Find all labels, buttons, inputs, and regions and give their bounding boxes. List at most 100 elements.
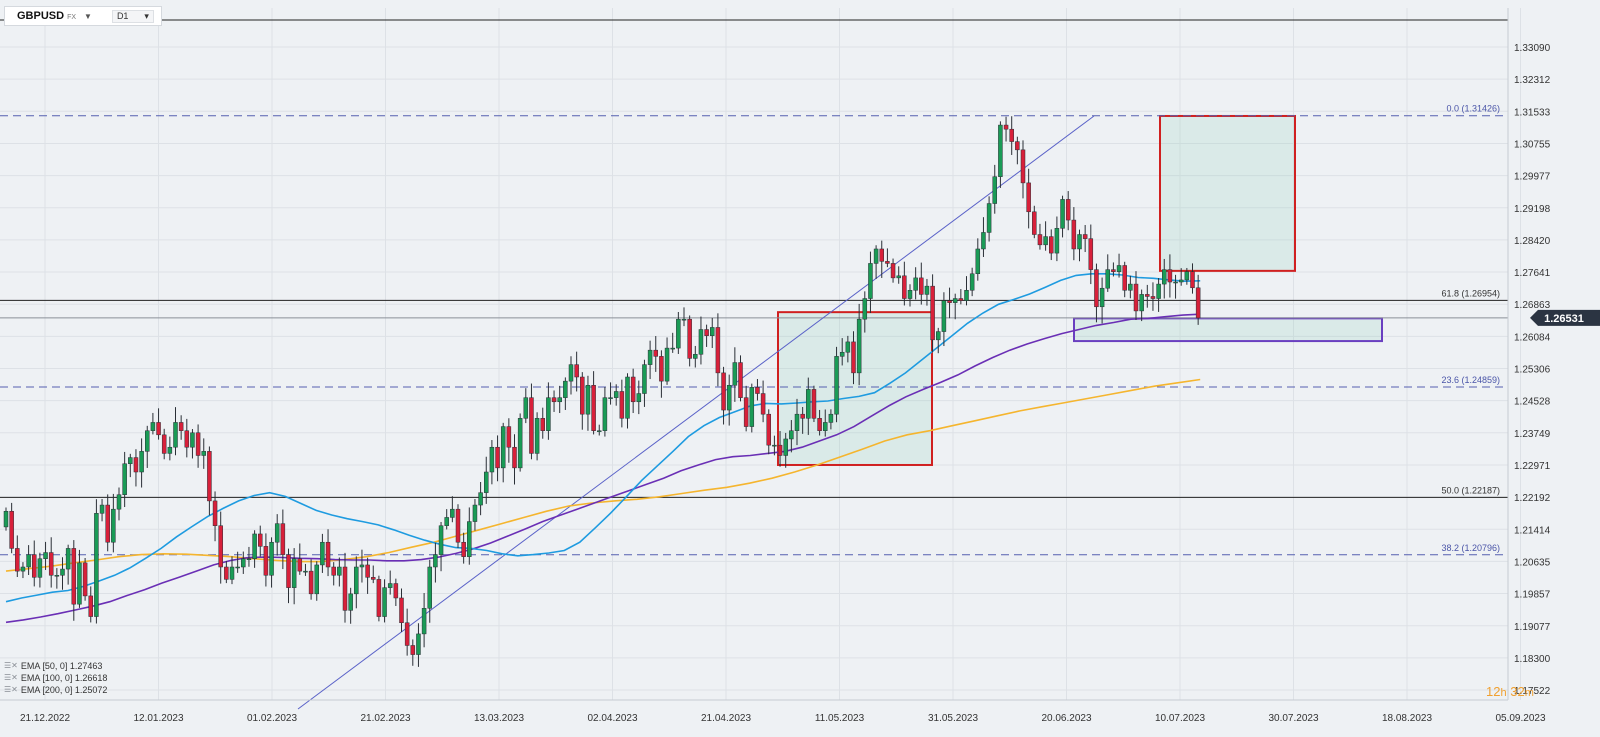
candle-body-bear: [580, 376, 585, 415]
candle-body-bull: [1099, 287, 1105, 308]
candle-body-bear: [1150, 296, 1156, 299]
candle-body-bear: [738, 362, 743, 398]
candle-body-bear: [1145, 294, 1150, 297]
x-tick-label: 02.04.2023: [587, 713, 637, 724]
symbol-selector[interactable]: GBPUSD FX ▼ D1 ▾: [4, 6, 162, 26]
candle-body-bear: [958, 298, 964, 301]
candle-body-bull: [99, 504, 105, 514]
candle-body-bull: [314, 564, 319, 595]
trend-lines: [297, 115, 1095, 710]
candle: [399, 588, 404, 632]
candle: [659, 350, 664, 398]
candle-body-bull: [828, 413, 834, 423]
candle-body-bull: [190, 432, 195, 448]
candle: [619, 379, 625, 428]
candle: [647, 340, 653, 380]
candle: [150, 412, 156, 435]
candle-body-bull: [794, 413, 800, 431]
candle-body-bull: [484, 471, 489, 493]
candle-body-bear: [455, 508, 461, 543]
candle: [207, 446, 212, 516]
y-tick-label: 1.29977: [1514, 172, 1551, 183]
candle: [382, 579, 387, 623]
candle: [947, 287, 952, 319]
candle-body-bear: [71, 548, 77, 605]
candle: [597, 424, 602, 436]
candle-body-bull: [246, 558, 252, 560]
candle-body-bull: [992, 176, 997, 204]
candle: [54, 568, 60, 589]
menu-icon[interactable]: ☰✕: [4, 673, 18, 682]
candle-body-bear: [410, 645, 416, 655]
candle-body-bear: [1133, 283, 1139, 312]
candle: [224, 560, 229, 584]
candle: [71, 540, 77, 621]
candle-body-bear: [48, 552, 54, 576]
x-tick-label: 30.07.2023: [1268, 713, 1318, 724]
candle: [359, 549, 365, 583]
candle-body-bear: [1082, 234, 1088, 239]
candle-body-bear: [512, 446, 517, 469]
candle-body-bull: [952, 298, 958, 303]
candle-body-bull: [913, 277, 918, 291]
candle: [715, 313, 721, 387]
candle: [325, 529, 331, 577]
candle-body-bear: [15, 548, 20, 572]
candles: [3, 116, 1201, 667]
candle: [907, 284, 913, 307]
candle: [732, 347, 738, 402]
candle: [676, 311, 681, 354]
chevron-down-icon: ▾: [144, 10, 149, 21]
candle-body-bear: [263, 546, 269, 576]
exchange-label: FX: [67, 14, 77, 21]
legend-label: EMA [50, 0] 1.27463: [20, 661, 103, 671]
x-tick-label: 18.08.2023: [1382, 713, 1432, 724]
chevron-down-icon[interactable]: ▼: [84, 11, 92, 21]
candle: [608, 382, 613, 405]
candle: [868, 251, 873, 313]
legend-row-ema-200[interactable]: ☰✕ EMA [200, 0] 1.25072: [4, 684, 107, 696]
candle-body-bear: [399, 597, 404, 624]
consolidation-box-may: [777, 311, 933, 466]
candle: [1094, 263, 1099, 323]
candle: [777, 431, 783, 467]
candle: [992, 164, 997, 214]
candle-body-bull: [608, 397, 613, 399]
candle: [704, 324, 709, 347]
timeframe-select[interactable]: D1 ▾: [111, 9, 154, 23]
candle-body-bear: [715, 327, 721, 374]
candle: [88, 586, 93, 623]
candle-body-bear: [1190, 271, 1195, 289]
candle-body-bear: [540, 418, 545, 431]
candle-body-bull: [1178, 279, 1184, 283]
candle: [376, 575, 382, 622]
x-tick-label: 05.09.2023: [1495, 713, 1545, 724]
candle: [1020, 140, 1026, 199]
candle: [286, 548, 291, 604]
menu-icon[interactable]: ☰✕: [4, 661, 18, 670]
candle-body-bear: [619, 391, 625, 419]
candle: [348, 587, 353, 624]
candle: [161, 428, 167, 460]
legend-row-ema-50[interactable]: ☰✕ EMA [50, 0] 1.27463: [4, 660, 107, 672]
candle: [941, 292, 947, 347]
x-tick-label: 21.02.2023: [360, 713, 410, 724]
menu-icon[interactable]: ☰✕: [4, 685, 18, 694]
x-tick-label: 11.05.2023: [815, 713, 865, 724]
candle: [760, 380, 766, 423]
candle-body-bear: [574, 364, 579, 378]
candle-body-bear: [1003, 124, 1009, 130]
legend-row-ema-100[interactable]: ☰✕ EMA [100, 0] 1.26618: [4, 672, 107, 684]
candle-body-bull: [60, 568, 65, 576]
candle: [173, 407, 178, 456]
candle: [664, 337, 670, 385]
candle: [190, 429, 195, 459]
candle: [523, 388, 529, 424]
candle-body-bull: [546, 397, 551, 431]
candle-body-bull: [941, 300, 947, 332]
symbol-name: GBPUSD: [17, 10, 65, 22]
candle-body-bull: [139, 451, 144, 473]
candle: [574, 351, 579, 392]
